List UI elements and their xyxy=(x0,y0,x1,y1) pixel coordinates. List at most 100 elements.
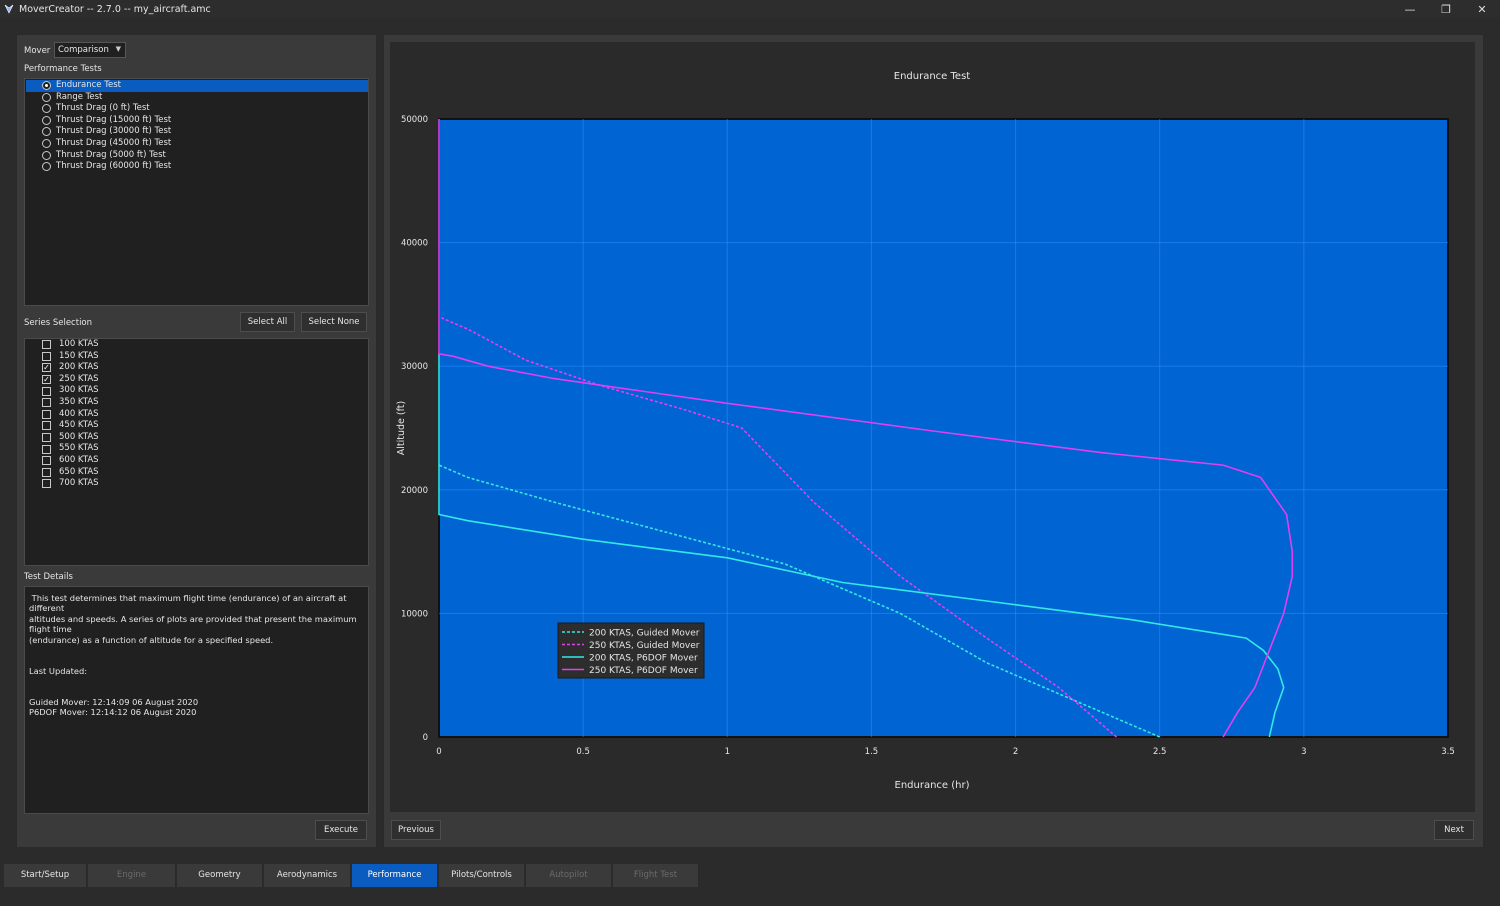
series-label: 250 KTAS xyxy=(59,373,99,384)
series-label: 500 KTAS xyxy=(59,431,99,442)
close-icon[interactable]: ✕ xyxy=(1477,2,1487,16)
select-none-button[interactable]: Select None xyxy=(301,312,367,332)
checkbox-icon[interactable] xyxy=(42,409,51,419)
tab-geometry[interactable]: Geometry xyxy=(177,864,263,887)
checkbox-icon[interactable] xyxy=(42,444,51,454)
series-label: 300 KTAS xyxy=(59,385,99,396)
select-all-button[interactable]: Select All xyxy=(240,312,295,332)
series-item-450[interactable]: 450 KTAS xyxy=(42,420,99,432)
tab-pilots-controls[interactable]: Pilots/Controls xyxy=(439,864,525,887)
test-item-thrust-drag-15000[interactable]: Thrust Drag (15000 ft) Test xyxy=(26,115,368,127)
series-item-100[interactable]: 100 KTAS xyxy=(42,339,99,351)
series-item-500[interactable]: 500 KTAS xyxy=(42,432,99,444)
legend-entry: 200 KTAS, Guided Mover xyxy=(589,629,700,639)
performance-tests-list: Endurance Test Range Test Thrust Drag (0… xyxy=(24,78,369,306)
execute-button[interactable]: Execute xyxy=(315,820,367,840)
series-item-700[interactable]: 700 KTAS xyxy=(42,478,99,490)
next-button[interactable]: Next xyxy=(1434,820,1474,840)
checkbox-icon[interactable] xyxy=(42,421,51,431)
checkbox-icon[interactable] xyxy=(42,351,51,361)
series-line-1 xyxy=(438,464,1161,738)
y-tick-label: 50000 xyxy=(401,115,428,125)
series-label: 450 KTAS xyxy=(59,420,99,431)
test-item-thrust-drag-30000[interactable]: Thrust Drag (30000 ft) Test xyxy=(26,126,368,138)
series-item-300[interactable]: 300 KTAS xyxy=(42,385,99,397)
checkbox-icon[interactable] xyxy=(42,398,51,408)
restore-icon[interactable]: ❐ xyxy=(1441,2,1451,16)
y-tick-label: 10000 xyxy=(401,609,428,619)
series-item-150[interactable]: 150 KTAS xyxy=(42,351,99,363)
test-item-range[interactable]: Range Test xyxy=(26,92,368,104)
checkmark-icon[interactable]: ✓ xyxy=(42,375,51,385)
radio-icon xyxy=(42,139,51,149)
checkbox-icon[interactable] xyxy=(42,340,51,350)
series-label: 550 KTAS xyxy=(59,443,99,454)
x-tick-label: 3 xyxy=(1301,747,1306,757)
y-tick-label: 30000 xyxy=(401,362,428,372)
radio-icon xyxy=(42,150,51,160)
x-tick-label: 2 xyxy=(1013,747,1018,757)
minimize-icon[interactable]: — xyxy=(1404,2,1416,16)
mover-label: Mover xyxy=(24,46,51,56)
series-label: 700 KTAS xyxy=(59,478,99,489)
y-tick-label: 0 xyxy=(423,733,428,743)
series-selection-label: Series Selection xyxy=(24,318,93,328)
tab-flight-test[interactable]: Flight Test xyxy=(613,864,699,887)
test-label: Range Test xyxy=(56,91,103,102)
series-label: 200 KTAS xyxy=(59,362,99,373)
checkbox-icon[interactable] xyxy=(42,467,51,477)
endurance-chart: 0 0.5 1 1.5 2 2.5 3 3.5 0 10000 20000 30000 40000 500… xyxy=(396,71,1455,791)
checkmark-icon[interactable]: ✓ xyxy=(42,363,51,373)
series-item-250[interactable]: ✓ 250 KTAS xyxy=(42,374,99,386)
radio-icon xyxy=(42,92,51,102)
radio-icon xyxy=(42,104,51,114)
test-item-endurance[interactable]: Endurance Test xyxy=(26,80,368,92)
x-tick-label: 1.5 xyxy=(865,747,879,757)
test-label: Thrust Drag (45000 ft) Test xyxy=(56,138,172,148)
checkbox-icon[interactable] xyxy=(42,456,51,466)
series-item-650[interactable]: 650 KTAS xyxy=(42,467,99,479)
test-details-label: Test Details xyxy=(24,572,73,582)
series-item-550[interactable]: 550 KTAS xyxy=(42,443,99,455)
checkbox-icon[interactable] xyxy=(42,433,51,443)
test-label: Thrust Drag (15000 ft) Test xyxy=(56,114,172,125)
test-label: Thrust Drag (0 ft) Test xyxy=(56,103,150,113)
series-label: 400 KTAS xyxy=(59,408,99,419)
previous-button[interactable]: Previous xyxy=(391,820,441,840)
series-label: 650 KTAS xyxy=(59,466,99,477)
test-item-thrust-drag-60000[interactable]: Thrust Drag (60000 ft) Test xyxy=(26,161,368,173)
mover-select-value: Comparison xyxy=(58,45,109,55)
mover-select[interactable]: Comparison ▼ xyxy=(54,42,126,58)
legend-entry: 250 KTAS, P6DOF Mover xyxy=(589,666,698,676)
series-label: 150 KTAS xyxy=(59,350,99,361)
series-label: 100 KTAS xyxy=(59,339,99,349)
test-details-box: This test determines that maximum flight… xyxy=(24,586,369,814)
series-item-600[interactable]: 600 KTAS xyxy=(42,455,99,467)
tab-performance[interactable]: Performance xyxy=(352,864,438,887)
tab-autopilot[interactable]: Autopilot xyxy=(526,864,612,887)
x-axis-label: Endurance (hr) xyxy=(895,780,970,791)
tab-engine[interactable]: Engine xyxy=(88,864,176,887)
series-item-400[interactable]: 400 KTAS xyxy=(42,409,99,421)
tab-start-setup[interactable]: Start/Setup xyxy=(4,864,87,887)
chart-title: Endurance Test xyxy=(894,71,971,82)
series-line-3 xyxy=(438,353,1285,738)
chevron-down-icon: ▼ xyxy=(115,45,121,53)
tab-aerodynamics[interactable]: Aerodynamics xyxy=(264,864,351,887)
test-details-text: This test determines that maximum flight… xyxy=(29,593,357,718)
series-label: 600 KTAS xyxy=(59,455,99,465)
checkbox-icon[interactable] xyxy=(42,479,51,489)
y-tick-label: 40000 xyxy=(401,239,428,249)
radio-icon xyxy=(42,115,51,125)
test-item-thrust-drag-45000[interactable]: Thrust Drag (45000 ft) Test xyxy=(26,138,368,150)
performance-tests-label: Performance Tests xyxy=(24,64,102,74)
test-item-thrust-drag-0[interactable]: Thrust Drag (0 ft) Test xyxy=(26,103,368,115)
checkbox-icon[interactable] xyxy=(42,386,51,396)
series-item-350[interactable]: 350 KTAS xyxy=(42,397,99,409)
radio-icon xyxy=(42,81,51,91)
series-label: 350 KTAS xyxy=(59,397,99,407)
app-logo-icon xyxy=(4,4,14,14)
test-label: Thrust Drag (60000 ft) Test xyxy=(56,161,172,171)
test-item-thrust-drag-5000[interactable]: Thrust Drag (5000 ft) Test xyxy=(26,150,368,162)
series-item-200[interactable]: ✓ 200 KTAS xyxy=(42,362,99,374)
